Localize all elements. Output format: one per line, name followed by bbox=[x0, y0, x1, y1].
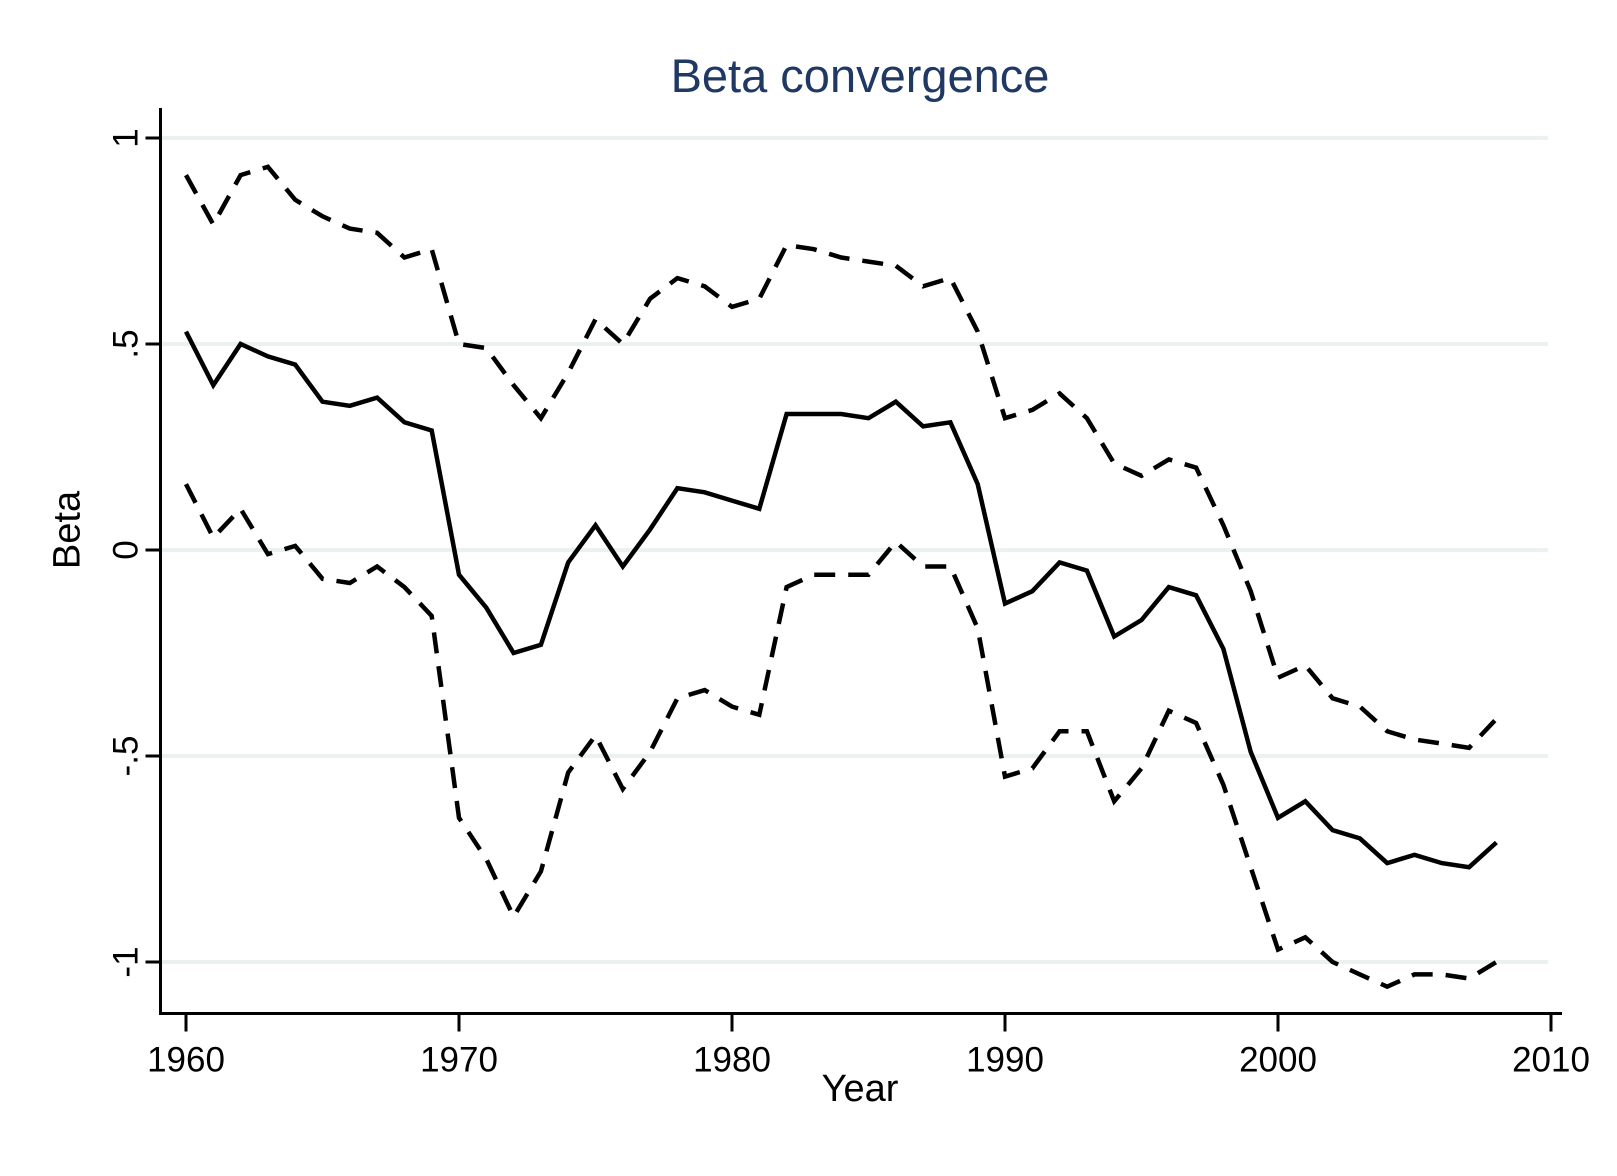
series-beta-estimate bbox=[183, 330, 1498, 870]
x-tick-label: 1960 bbox=[147, 1041, 225, 1080]
x-tick-label: 1980 bbox=[693, 1041, 771, 1080]
x-tick-label: 1970 bbox=[420, 1041, 498, 1080]
series-lower-confidence-band bbox=[183, 483, 1498, 990]
y-tick-label: -1 bbox=[107, 946, 146, 977]
y-tick-label: 0 bbox=[107, 540, 146, 559]
x-tick-label: 2010 bbox=[1512, 1041, 1590, 1080]
x-tick-label: 2000 bbox=[1239, 1041, 1317, 1080]
series-upper-confidence-band bbox=[184, 164, 1499, 751]
y-tick-label: -.5 bbox=[107, 736, 146, 777]
y-tick-label: .5 bbox=[107, 329, 146, 358]
chart-title: Beta convergence bbox=[670, 49, 1050, 102]
x-tick-label: 1990 bbox=[966, 1041, 1044, 1080]
y-tick-label: 1 bbox=[107, 128, 146, 147]
x-axis-title: Year bbox=[821, 1068, 899, 1110]
